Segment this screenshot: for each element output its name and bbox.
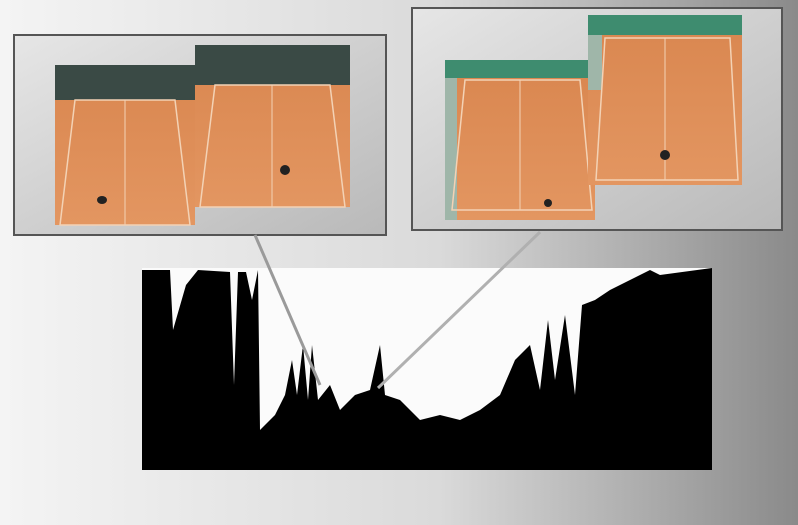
- connector-line: [253, 234, 322, 386]
- court-photo: [588, 15, 742, 185]
- histogram-silhouette: [142, 268, 712, 470]
- court-photo: [445, 60, 595, 220]
- court-photo: [195, 45, 350, 208]
- court-photo: [55, 65, 195, 226]
- connector-line: [376, 230, 542, 390]
